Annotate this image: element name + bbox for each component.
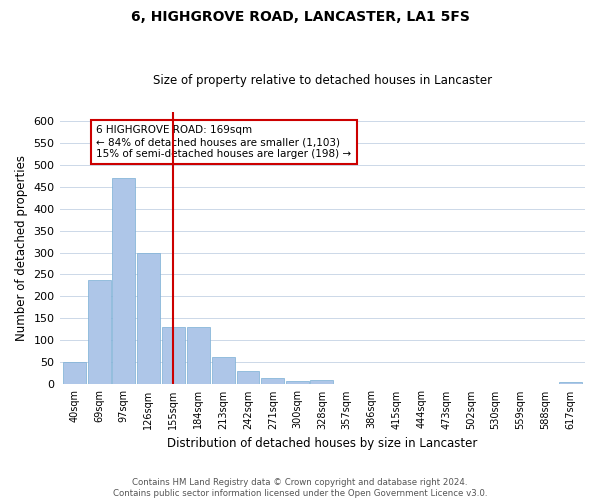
Bar xyxy=(236,371,259,384)
Bar xyxy=(559,382,581,384)
Bar xyxy=(286,381,309,384)
X-axis label: Distribution of detached houses by size in Lancaster: Distribution of detached houses by size … xyxy=(167,437,478,450)
Bar xyxy=(187,328,209,384)
Bar xyxy=(63,362,86,384)
Text: 6 HIGHGROVE ROAD: 169sqm
← 84% of detached houses are smaller (1,103)
15% of sem: 6 HIGHGROVE ROAD: 169sqm ← 84% of detach… xyxy=(97,126,352,158)
Text: 6, HIGHGROVE ROAD, LANCASTER, LA1 5FS: 6, HIGHGROVE ROAD, LANCASTER, LA1 5FS xyxy=(131,10,469,24)
Y-axis label: Number of detached properties: Number of detached properties xyxy=(15,155,28,341)
Bar xyxy=(137,252,160,384)
Text: Contains HM Land Registry data © Crown copyright and database right 2024.
Contai: Contains HM Land Registry data © Crown c… xyxy=(113,478,487,498)
Bar xyxy=(262,378,284,384)
Title: Size of property relative to detached houses in Lancaster: Size of property relative to detached ho… xyxy=(153,74,492,87)
Bar xyxy=(310,380,333,384)
Bar xyxy=(88,280,111,384)
Bar xyxy=(162,328,185,384)
Bar xyxy=(212,357,235,384)
Bar xyxy=(112,178,135,384)
